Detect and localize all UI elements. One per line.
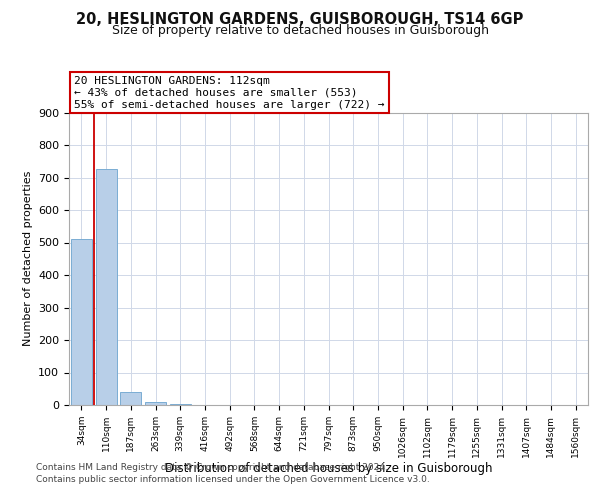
Text: 20, HESLINGTON GARDENS, GUISBOROUGH, TS14 6GP: 20, HESLINGTON GARDENS, GUISBOROUGH, TS1…	[76, 12, 524, 28]
X-axis label: Distribution of detached houses by size in Guisborough: Distribution of detached houses by size …	[165, 462, 492, 475]
Bar	[120, 392, 141, 405]
Bar	[71, 240, 92, 405]
Text: Contains public sector information licensed under the Open Government Licence v3: Contains public sector information licen…	[36, 475, 430, 484]
Text: 20 HESLINGTON GARDENS: 112sqm
← 43% of detached houses are smaller (553)
55% of : 20 HESLINGTON GARDENS: 112sqm ← 43% of d…	[74, 76, 385, 110]
Text: Contains HM Land Registry data © Crown copyright and database right 2024.: Contains HM Land Registry data © Crown c…	[36, 462, 388, 471]
Bar	[95, 170, 116, 405]
Bar	[170, 404, 191, 405]
Text: Size of property relative to detached houses in Guisborough: Size of property relative to detached ho…	[112, 24, 488, 37]
Y-axis label: Number of detached properties: Number of detached properties	[23, 171, 32, 346]
Bar	[145, 402, 166, 405]
